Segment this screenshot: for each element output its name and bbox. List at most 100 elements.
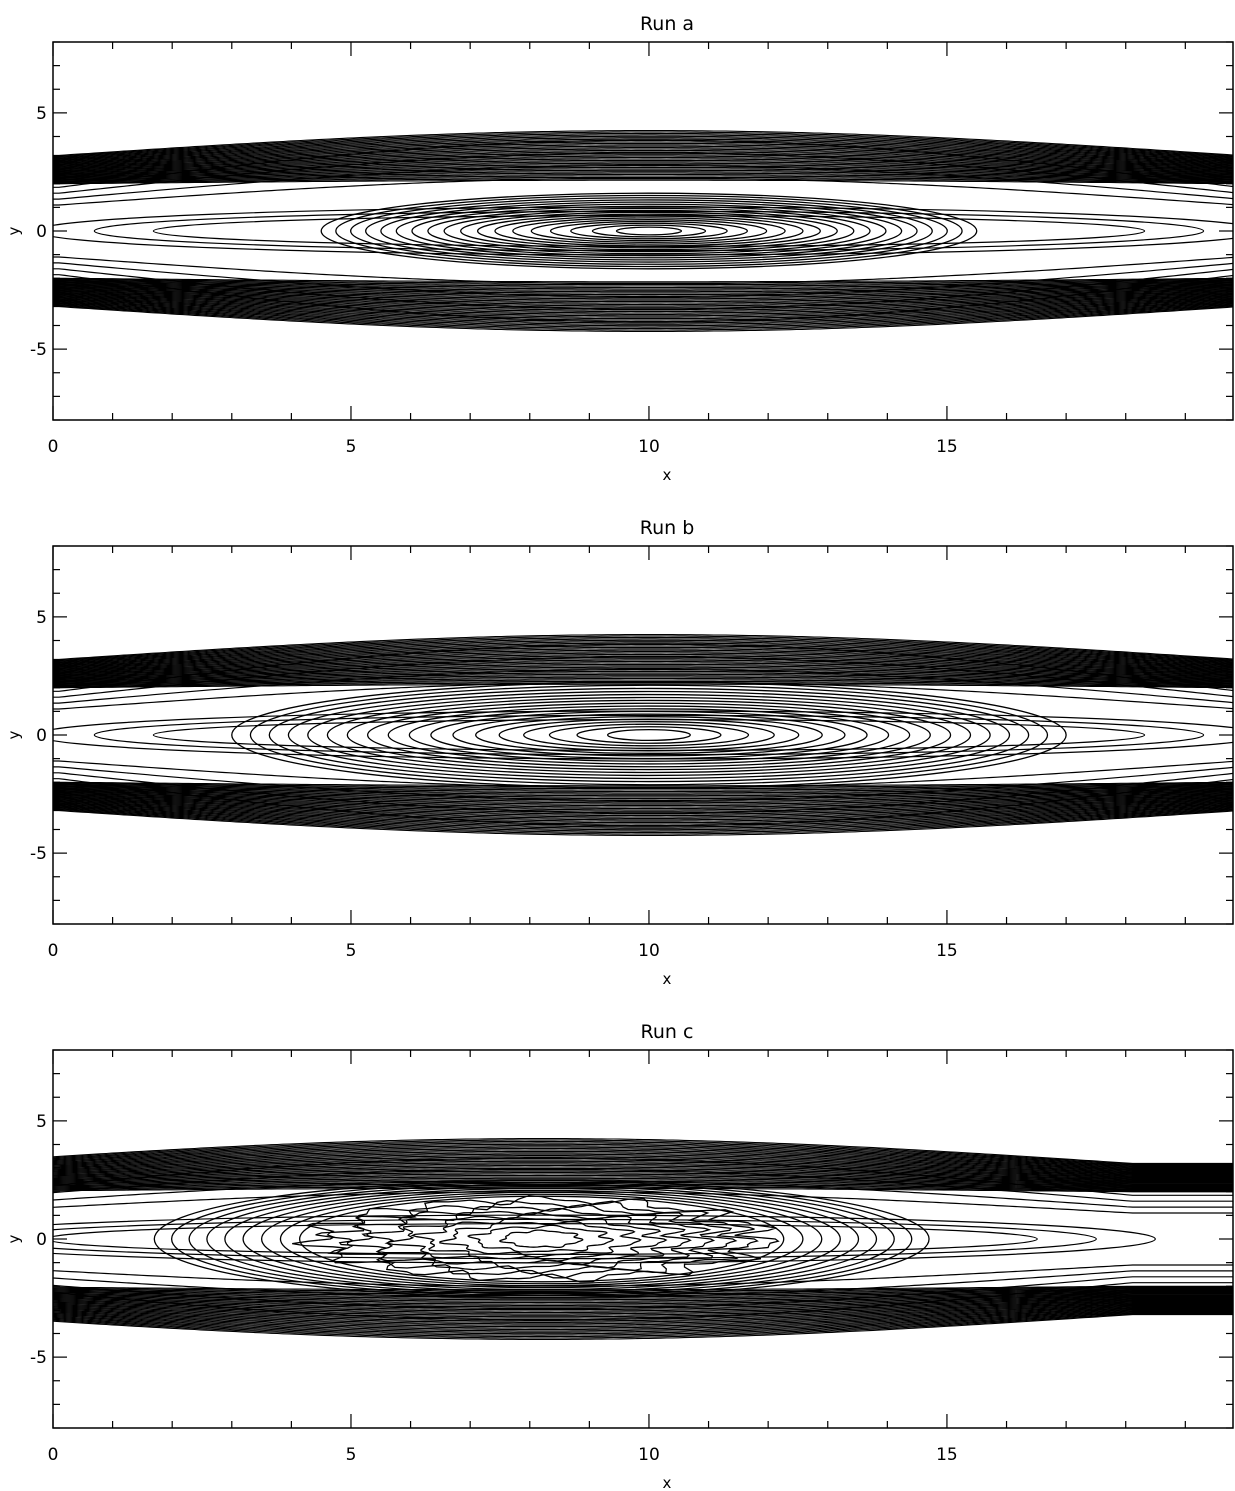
band-contour: [53, 793, 1233, 807]
x-tick-label: 5: [346, 941, 357, 961]
band-contour: [53, 785, 1233, 794]
separatrix-contour: [53, 772, 1233, 814]
band-contour: [53, 289, 1233, 304]
x-tick-label: 5: [346, 437, 357, 457]
band-contour: [53, 658, 1233, 674]
x-tick-label: 10: [638, 941, 660, 961]
band-contour: [53, 802, 1233, 824]
band-contour: [53, 1138, 1233, 1164]
band-contour: [53, 1140, 1233, 1166]
island-contour: [380, 201, 918, 261]
band-contour: [53, 282, 1233, 291]
island-contour: [242, 1189, 841, 1289]
island-contour: [512, 217, 786, 245]
band-contour: [53, 1301, 1233, 1319]
band-contour: [53, 304, 1233, 330]
island-contour: [366, 702, 931, 768]
band-contour: [53, 1301, 1233, 1318]
island-contour: [53, 1218, 1097, 1260]
band-contour: [53, 809, 1233, 835]
band-contour: [53, 805, 1233, 829]
separatrix-contour: [53, 766, 1233, 802]
band-contour: [53, 1184, 1233, 1191]
island-contour: [206, 1185, 878, 1293]
island-contour: [307, 693, 991, 777]
island-contour: [530, 219, 768, 243]
y-tick-label: 5: [36, 608, 47, 628]
island-contour: [260, 1191, 823, 1287]
band-contour: [53, 663, 1233, 677]
band-contour: [53, 806, 1233, 831]
band-contour: [53, 796, 1233, 812]
separatrix-contour: [53, 778, 1233, 827]
band-contour: [53, 281, 1233, 290]
island-contour: [452, 713, 846, 757]
band-contour: [53, 680, 1233, 687]
island-contour: [427, 207, 871, 255]
band-contour: [53, 1297, 1233, 1312]
band-contour: [53, 1160, 1233, 1177]
island-contour: [606, 728, 691, 742]
band-contour: [53, 1173, 1233, 1185]
y-tick-label: -5: [30, 340, 47, 360]
separatrix-contour: [53, 1179, 1233, 1208]
separatrix-contour: [53, 177, 1233, 206]
band-contour: [53, 142, 1233, 164]
separatrix-contour: [53, 1157, 1233, 1196]
island-contour: [335, 194, 963, 268]
separatrix-contour: [53, 152, 1233, 194]
band-contour: [53, 1297, 1233, 1311]
band-contour: [53, 641, 1233, 665]
band-contour: [53, 294, 1233, 313]
band-contour: [53, 134, 1233, 159]
band-contour: [53, 638, 1233, 663]
band-contour: [53, 162, 1233, 175]
band-contour: [53, 786, 1233, 795]
band-contour: [53, 295, 1233, 314]
band-contour: [53, 132, 1233, 158]
band-contour: [53, 302, 1233, 327]
band-contour: [53, 1139, 1233, 1165]
island-contour: [523, 721, 775, 749]
band-contour: [53, 793, 1233, 808]
band-contour: [53, 169, 1233, 179]
band-contour: [53, 280, 1233, 289]
band-contour: [53, 137, 1233, 160]
island-contour: [53, 206, 1233, 256]
band-contour: [53, 131, 1233, 157]
island-contour: [576, 726, 722, 744]
island-contour: [467, 1224, 615, 1253]
island-contour: [475, 716, 823, 754]
band-contour: [53, 1142, 1233, 1167]
x-tick-label: 5: [346, 1445, 357, 1465]
band-contour: [53, 1299, 1233, 1315]
island-contour: [249, 684, 1049, 786]
band-contour: [53, 278, 1233, 284]
band-contour: [53, 302, 1233, 325]
band-contour: [53, 1309, 1233, 1332]
panel-title: Run a: [640, 13, 694, 35]
y-tick-label: 0: [36, 1230, 47, 1250]
contour-field: [53, 634, 1233, 836]
island-contour: [152, 719, 1146, 751]
band-contour: [53, 1292, 1233, 1302]
band-contour: [53, 298, 1233, 320]
band-contour: [53, 1150, 1233, 1172]
island-contour: [387, 705, 911, 765]
band-contour: [53, 1310, 1233, 1335]
band-contour: [53, 148, 1233, 167]
band-contour: [53, 175, 1233, 182]
band-contour: [53, 1143, 1233, 1168]
band-contour: [53, 803, 1233, 825]
band-contour: [53, 138, 1233, 161]
band-contour: [53, 1312, 1233, 1338]
band-contour: [53, 665, 1233, 678]
band-contour: [53, 1295, 1233, 1308]
band-contour: [53, 682, 1233, 688]
band-contour: [53, 1162, 1233, 1178]
band-contour: [53, 1287, 1233, 1294]
band-contour: [53, 1304, 1233, 1323]
island-contour: [411, 205, 887, 257]
island-contour: [53, 1223, 1038, 1255]
band-contour: [53, 1147, 1233, 1170]
